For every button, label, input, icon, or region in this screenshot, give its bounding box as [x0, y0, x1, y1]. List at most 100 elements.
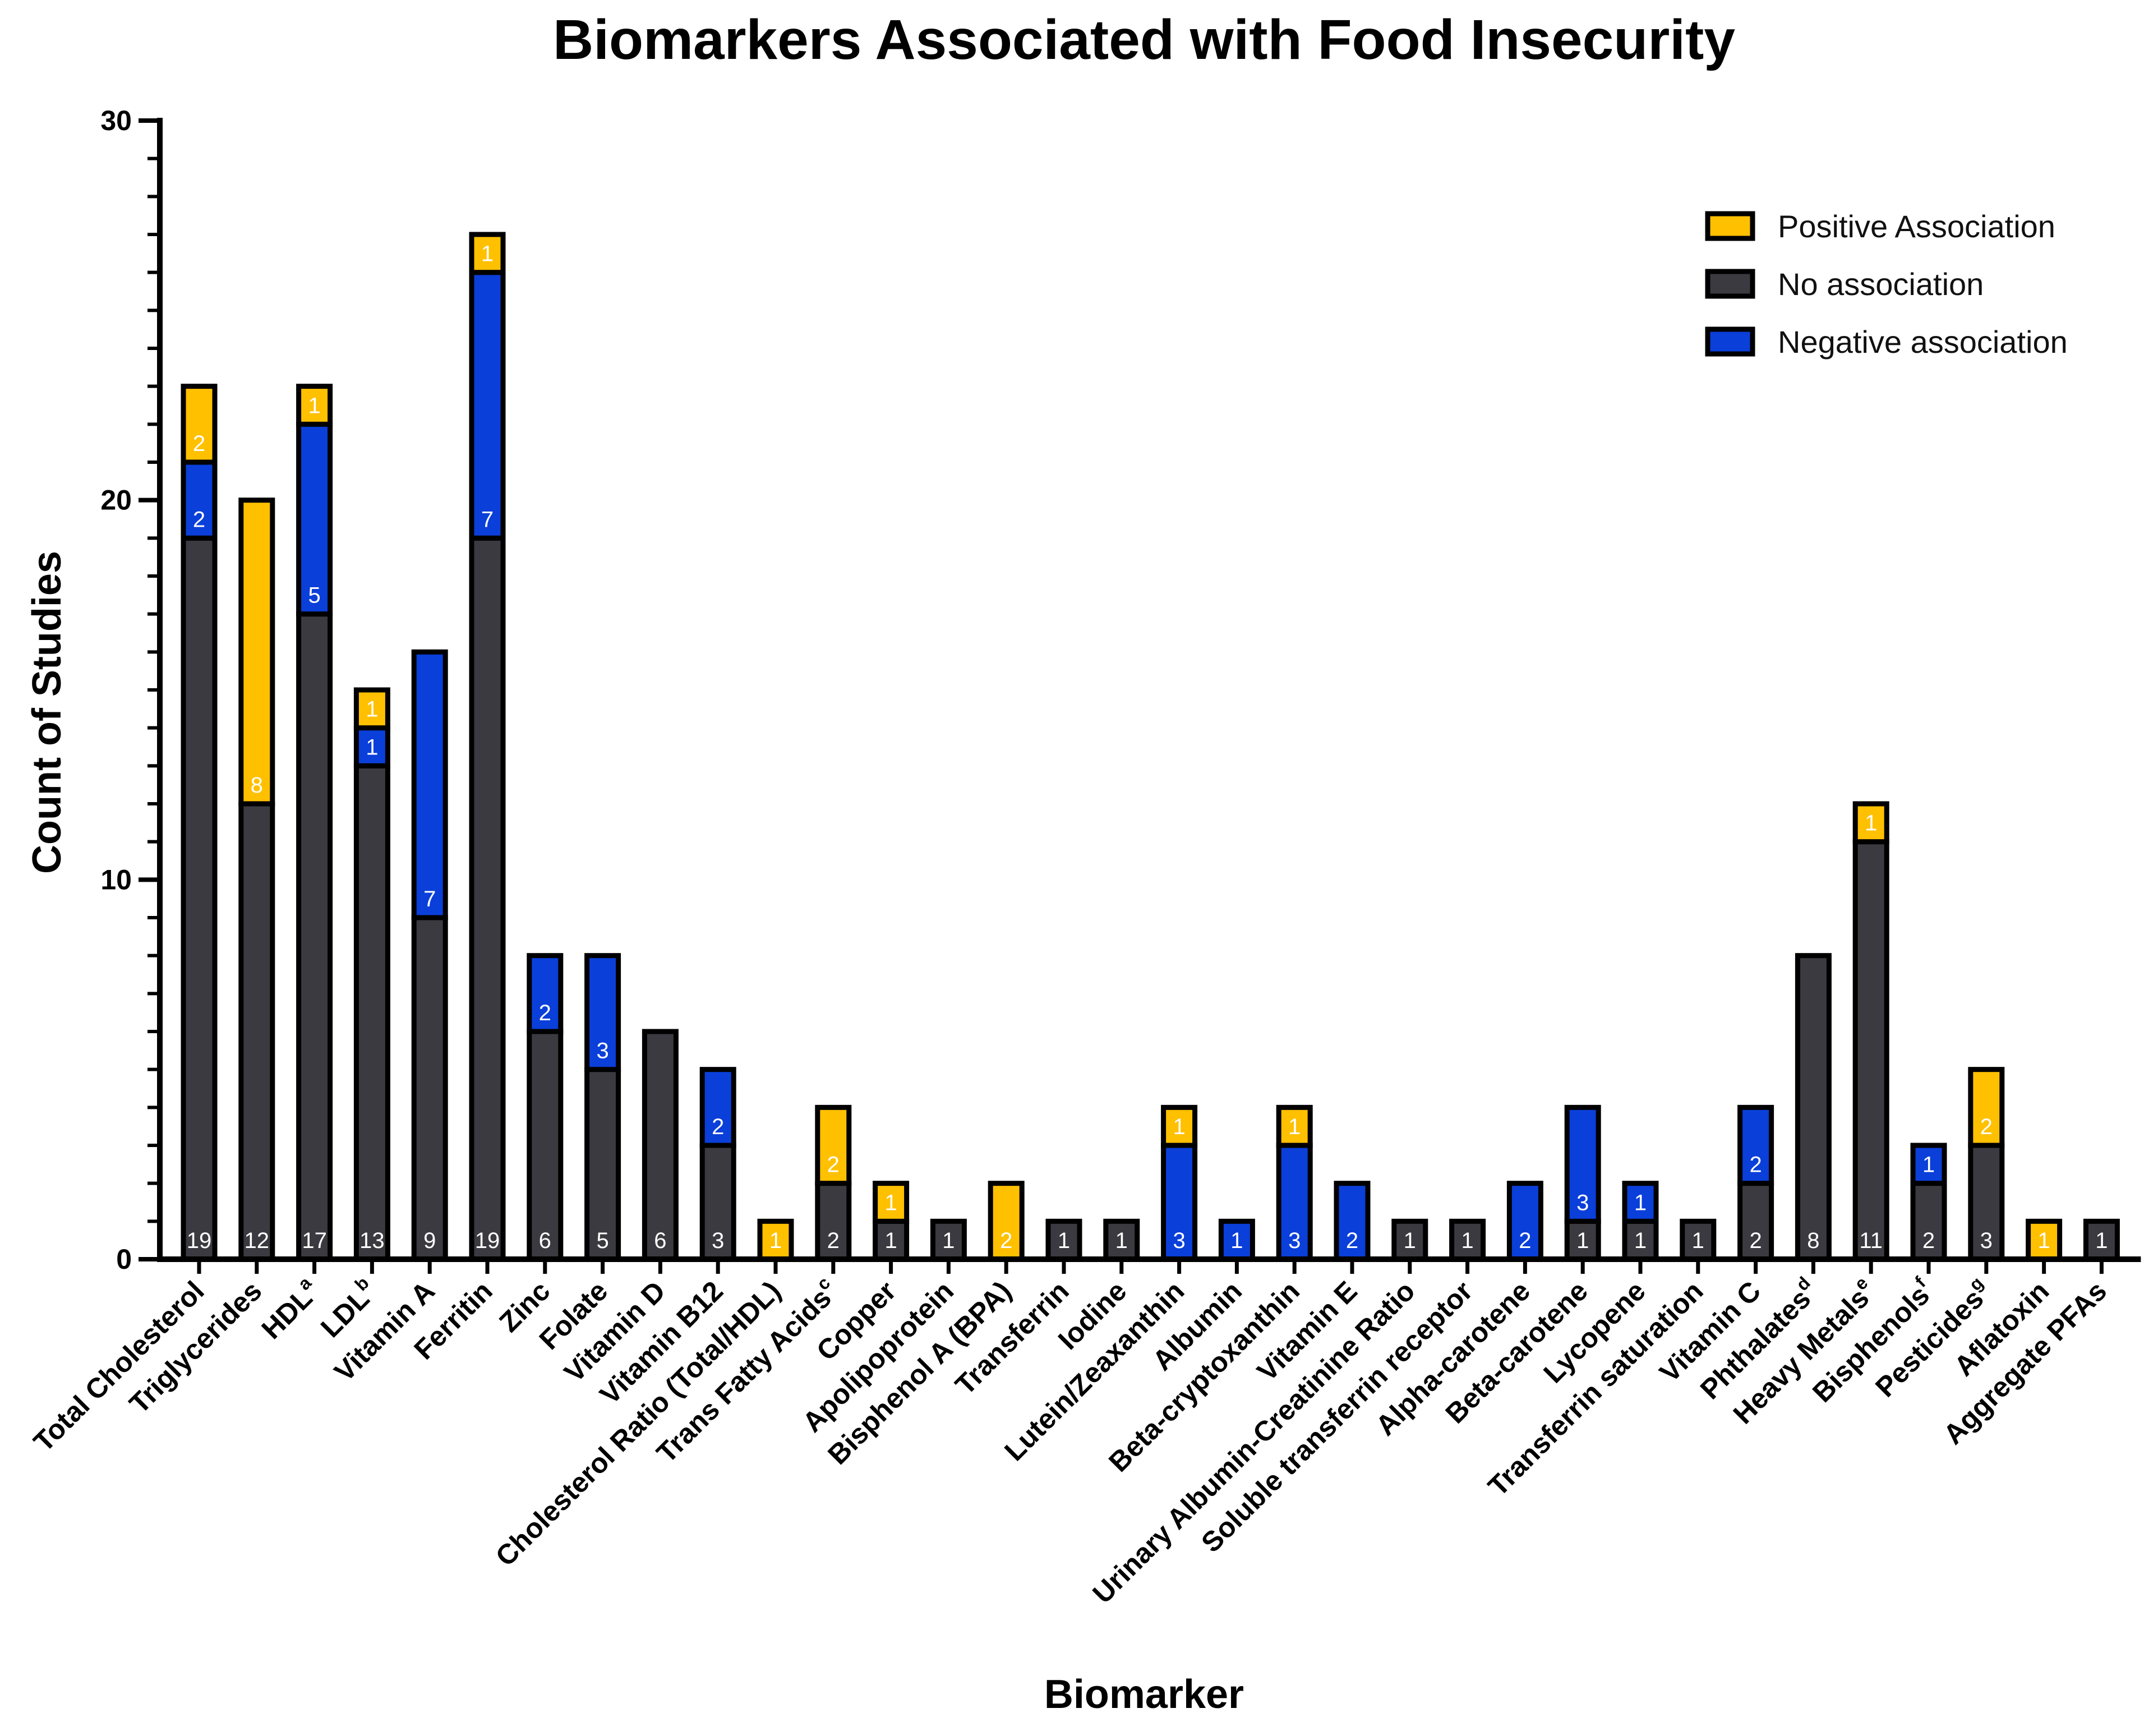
legend: Positive Association No association Negati…	[1705, 209, 2068, 360]
bar-value-label: 9	[423, 1228, 436, 1253]
bar-segment-positive	[353, 687, 390, 731]
bar-value-label: 19	[475, 1228, 500, 1253]
bar-value-label: 2	[1000, 1228, 1012, 1253]
x-tick-label: HDLa	[253, 1273, 325, 1345]
bar-value-label: 1	[1922, 1153, 1935, 1177]
bar-value-label: 1	[481, 242, 494, 266]
bar-value-label: 1	[1288, 1115, 1301, 1139]
bar-segment-none	[411, 915, 448, 1262]
bar-segment-none	[181, 535, 218, 1262]
legend-swatch-negative	[1705, 326, 1755, 357]
bar-value-label: 7	[423, 887, 436, 911]
legend-swatch-positive	[1705, 211, 1755, 241]
bar-value-label: 12	[245, 1228, 270, 1253]
bar-value-label: 1	[1404, 1228, 1416, 1253]
bar-segment-negative	[1622, 1181, 1659, 1224]
bar-segment-positive	[1276, 1104, 1313, 1148]
bar-value-label: 8	[251, 773, 263, 798]
bar-value-label: 3	[1980, 1228, 1993, 1253]
bar-value-label: 6	[654, 1228, 666, 1253]
bar-value-label: 1	[769, 1228, 782, 1253]
y-axis-title: Count of Studies	[25, 551, 70, 874]
bar-value-label: 1	[1058, 1228, 1070, 1253]
x-axis-title: Biomarker	[1044, 1672, 1244, 1717]
bar-segment-positive	[1852, 801, 1889, 845]
bar-segment-none	[296, 611, 333, 1262]
bar-segment-none	[1852, 839, 1889, 1262]
bar-value-label: 2	[1749, 1228, 1762, 1253]
bar-segment-negative	[1564, 1104, 1601, 1224]
bar-value-label: 3	[712, 1228, 724, 1253]
bar-value-label: 5	[596, 1228, 608, 1253]
bar-value-label: 1	[1173, 1115, 1185, 1139]
bar-value-label: 1	[1115, 1228, 1128, 1253]
bar-value-label: 1	[308, 393, 320, 418]
bar-value-label: 13	[359, 1228, 385, 1253]
bars-layer	[181, 232, 2120, 1262]
bar-value-label: 1	[366, 697, 378, 722]
bar-segment-negative	[584, 953, 621, 1072]
bar-value-label: 2	[1346, 1228, 1358, 1253]
y-tick-label: 10	[100, 864, 132, 895]
bar-value-label: 7	[481, 507, 494, 532]
bar-segment-negative	[1737, 1104, 1774, 1186]
bar-segment-none	[527, 1029, 564, 1262]
bar-value-label: 17	[302, 1228, 327, 1253]
bar-segment-none	[1795, 953, 1832, 1262]
bar-segment-negative	[527, 953, 564, 1034]
bar-value-label: 8	[1807, 1228, 1819, 1253]
bar-value-label: 3	[1173, 1228, 1185, 1253]
bar-value-label: 1	[1576, 1228, 1589, 1253]
bar-value-label: 3	[596, 1039, 608, 1063]
bar-value-label: 1	[2095, 1228, 2108, 1253]
bar-value-label: 1	[2037, 1228, 2050, 1253]
legend-swatch-none	[1705, 269, 1755, 299]
bar-value-label: 1	[884, 1190, 897, 1215]
bar-segment-positive	[873, 1181, 910, 1224]
bar-segment-negative	[1334, 1181, 1371, 1262]
bar-segment-negative	[181, 459, 218, 541]
bar-value-label: 1	[1634, 1228, 1647, 1253]
bar-value-label: 1	[1461, 1228, 1473, 1253]
bar-value-label: 11	[1859, 1228, 1883, 1253]
bar-segment-positive	[238, 498, 275, 807]
legend-label: No association	[1778, 266, 1984, 302]
bar-value-label: 2	[193, 507, 205, 532]
bar-value-label: 6	[539, 1228, 551, 1253]
legend-label: Positive Association	[1778, 209, 2055, 244]
bar-segment-none	[238, 801, 275, 1262]
bar-value-label: 2	[827, 1153, 840, 1177]
bar-segment-positive	[1968, 1067, 2005, 1148]
bar-value-label: 1	[1865, 811, 1877, 836]
bar-value-label: 2	[539, 1001, 551, 1025]
bar-segment-positive	[1161, 1104, 1198, 1148]
bar-value-label: 1	[1230, 1228, 1243, 1253]
bar-value-label: 1	[1692, 1228, 1704, 1253]
bar-segment-none	[469, 535, 506, 1262]
bar-value-label: 2	[1922, 1228, 1935, 1253]
bar-value-label: 2	[1519, 1228, 1531, 1253]
chart-title: Biomarkers Associated with Food Insecuri…	[553, 8, 1735, 71]
bar-segment-negative	[1910, 1143, 1947, 1186]
bar-value-label: 2	[193, 431, 205, 456]
legend-label: Negative association	[1778, 324, 2068, 360]
bar-segment-negative	[699, 1067, 736, 1148]
bar-value-label: 19	[187, 1228, 212, 1253]
bar-segment-none	[353, 763, 390, 1262]
bar-value-label: 2	[1980, 1115, 1993, 1139]
bar-value-label: 1	[884, 1228, 897, 1253]
bar-segment-negative	[411, 649, 448, 920]
bar-value-label: 1	[1634, 1190, 1647, 1215]
bar-segment-negative	[469, 270, 506, 541]
bar-value-label: 5	[308, 583, 320, 608]
y-tick-label: 0	[116, 1244, 132, 1275]
bar-segment-none	[642, 1029, 679, 1262]
bar-value-label: 2	[712, 1115, 724, 1139]
y-tick-label: 20	[100, 485, 132, 516]
bar-value-label: 1	[366, 735, 378, 759]
bar-segment-positive	[181, 384, 218, 465]
bar-segment-positive	[815, 1104, 852, 1186]
bar-value-label: 3	[1576, 1190, 1589, 1215]
